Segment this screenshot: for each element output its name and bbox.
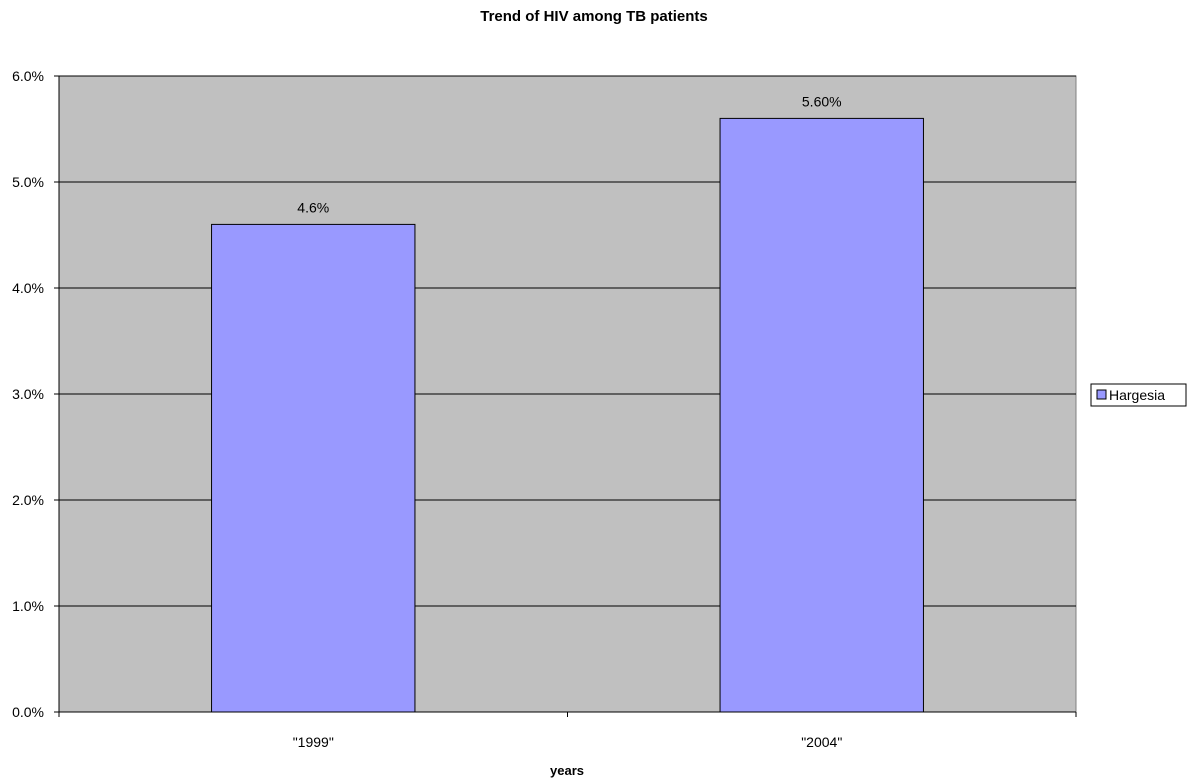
x-axis-label: years [550,763,584,778]
y-tick-label: 2.0% [12,492,44,508]
bars: 4.6% 5.60% [211,93,924,713]
bar-value-label: 4.6% [297,199,329,215]
bar [211,223,416,713]
legend-swatch-hargesia [1096,389,1107,400]
x-tick-label: "2004" [801,734,842,750]
legend-box [1090,383,1187,407]
y-tick-label: 5.0% [12,174,44,190]
x-axis: "1999" "2004" [58,711,1077,750]
y-tick-label: 0.0% [12,704,44,720]
bar-value-label: 5.60% [802,93,842,109]
y-tick-label: 1.0% [12,598,44,614]
legend-label-hargesia: Hargesia [1109,387,1165,403]
x-tick-label: "1999" [293,734,334,750]
y-tick-label: 3.0% [12,386,44,402]
y-tick-label: 6.0% [12,68,44,84]
bar [719,117,924,713]
y-axis: 0.0% 1.0% 2.0% 3.0% 4.0% 5.0% 6.0% [12,68,60,720]
legend: Hargesia [1090,383,1187,407]
y-tick-label: 4.0% [12,280,44,296]
chart-title: Trend of HIV among TB patients [480,8,708,25]
